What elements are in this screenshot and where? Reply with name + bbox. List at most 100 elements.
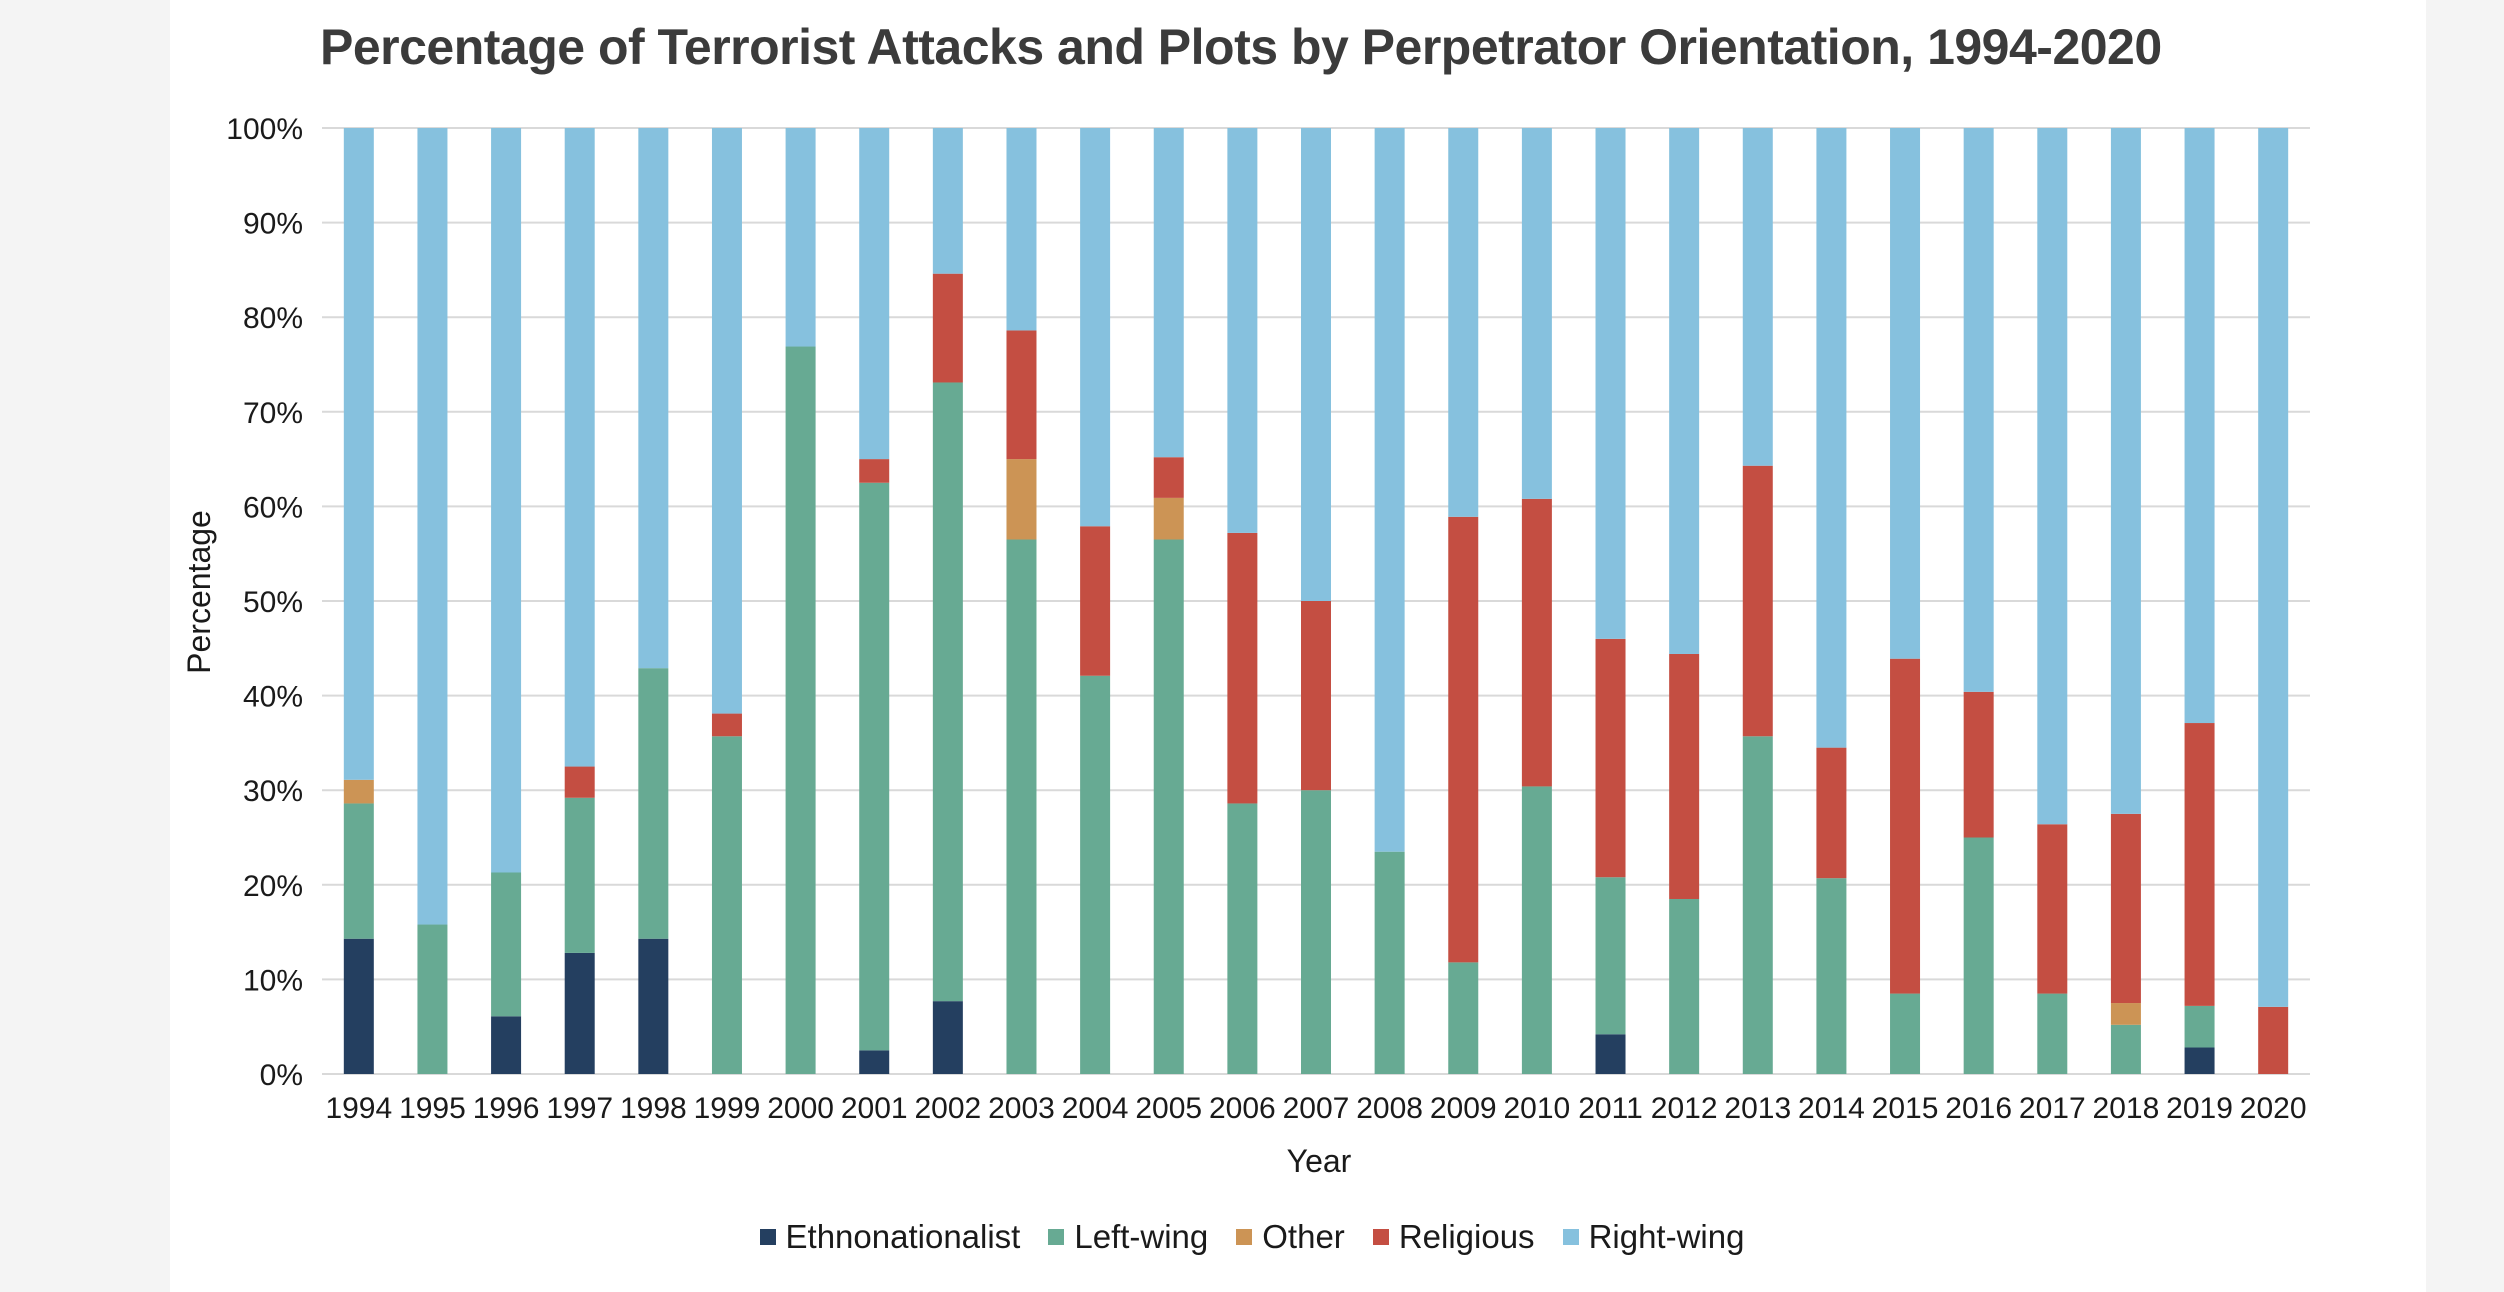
bar-segment-religious-2004 [1080, 526, 1111, 676]
bar-segment-ethnonationalist-1996 [491, 1016, 522, 1074]
bar-segment-right-wing-2006 [1227, 128, 1258, 533]
x-tick-label: 2000 [767, 1092, 834, 1125]
y-tick-label: 100% [226, 113, 303, 146]
x-tick-label: 2009 [1430, 1092, 1497, 1125]
bar-segment-other-1994 [343, 779, 374, 804]
bar-segment-left-wing-2014 [1816, 878, 1847, 1074]
bar-segment-religious-2011 [1595, 638, 1626, 878]
bar-segment-left-wing-2001 [859, 482, 890, 1051]
bars [343, 128, 2289, 1074]
legend-swatch [1562, 1229, 1579, 1245]
x-tick-label: 2019 [2166, 1092, 2233, 1125]
x-tick-label: 2017 [2019, 1092, 2086, 1125]
y-tick-label: 80% [243, 302, 303, 335]
bar-segment-right-wing-2015 [1890, 128, 1921, 659]
y-tick-label: 30% [243, 775, 303, 808]
bar-segment-right-wing-1994 [343, 128, 374, 780]
bar-segment-religious-2020 [2258, 1006, 2289, 1074]
bar-segment-right-wing-1996 [491, 128, 522, 873]
bar-segment-ethnonationalist-1997 [564, 952, 595, 1074]
bar-segment-religious-2014 [1816, 747, 1847, 879]
bar-segment-religious-2001 [859, 459, 890, 483]
bar-segment-other-2003 [1006, 459, 1037, 540]
x-tick-label: 2002 [914, 1092, 981, 1125]
bar-segment-ethnonationalist-2002 [932, 1001, 963, 1074]
y-tick-label: 20% [243, 870, 303, 903]
y-tick-label: 0% [260, 1059, 303, 1092]
y-tick-label: 90% [243, 208, 303, 241]
legend-item-other: Other [1236, 1218, 1345, 1256]
x-axis-label: Year [1287, 1143, 1352, 1179]
bar-segment-left-wing-1994 [343, 803, 374, 939]
bar-segment-right-wing-2020 [2258, 128, 2289, 1007]
x-tick-label: 2006 [1209, 1092, 1276, 1125]
bar-segment-right-wing-2008 [1374, 128, 1405, 852]
bar-segment-right-wing-1999 [711, 128, 742, 714]
bar-segment-left-wing-1999 [711, 736, 742, 1074]
bar-segment-religious-2016 [1963, 691, 1994, 838]
bar-segment-right-wing-2004 [1080, 128, 1111, 527]
y-tick-label: 60% [243, 491, 303, 524]
bar-segment-right-wing-2012 [1669, 128, 1700, 654]
x-tick-label: 2016 [1945, 1092, 2012, 1125]
bar-segment-left-wing-2016 [1963, 837, 1994, 1074]
bar-segment-religious-2002 [932, 273, 963, 383]
x-tick-label: 2012 [1651, 1092, 1718, 1125]
y-tick-label: 10% [243, 964, 303, 997]
y-tick-label: 40% [243, 681, 303, 714]
legend-item-right-wing: Right-wing [1562, 1218, 1745, 1256]
bar-segment-left-wing-2004 [1080, 675, 1111, 1074]
y-axis-ticks: 0% 10% 20% 30% 40% 50% 60% 70% 80% 90% 100% [226, 113, 303, 1092]
x-tick-label: 2007 [1283, 1092, 1350, 1125]
bar-segment-left-wing-2008 [1374, 851, 1405, 1074]
bar-segment-right-wing-2013 [1742, 128, 1773, 466]
bar-segment-left-wing-2018 [2110, 1024, 2141, 1074]
legend-swatch [1372, 1229, 1389, 1245]
bar-segment-religious-2017 [2037, 824, 2068, 994]
legend-label: Left-wing [1074, 1218, 1209, 1255]
bar-segment-right-wing-2018 [2110, 128, 2141, 814]
bar-segment-right-wing-2016 [1963, 128, 1994, 692]
chart-title: Percentage of Terrorist Attacks and Plot… [320, 19, 2162, 75]
bar-segment-left-wing-2019 [2184, 1005, 2215, 1048]
bar-segment-right-wing-2009 [1448, 128, 1479, 517]
x-tick-label: 1995 [399, 1092, 466, 1125]
bar-segment-right-wing-2007 [1301, 128, 1331, 601]
bar-segment-right-wing-2005 [1153, 128, 1184, 458]
bar-segment-religious-2018 [2110, 813, 2141, 1004]
bar-segment-religious-2012 [1669, 653, 1700, 899]
x-tick-label: 1997 [546, 1092, 613, 1125]
bar-segment-religious-2013 [1742, 465, 1773, 737]
bar-segment-right-wing-1995 [417, 128, 448, 925]
legend-item-left-wing: Left-wing [1048, 1218, 1208, 1256]
bar-segment-left-wing-2007 [1301, 790, 1331, 1074]
x-tick-label: 2010 [1504, 1092, 1571, 1125]
legend-swatch [1048, 1229, 1065, 1245]
legend-item-ethnonationalist: Ethnonationalist [759, 1218, 1020, 1256]
bar-segment-right-wing-1997 [564, 128, 595, 767]
legend: Ethnonationalist Left-wing Other Religious R… [0, 1218, 2504, 1256]
bar-segment-right-wing-2019 [2184, 128, 2215, 724]
bar-segment-right-wing-2017 [2037, 128, 2068, 825]
x-tick-label: 2001 [841, 1092, 908, 1125]
bar-segment-left-wing-1998 [638, 668, 669, 939]
x-axis-ticks: 1994 1995 1996 1997 1998 1999 2000 2001 2002 2003… [325, 1092, 2306, 1125]
bar-segment-religious-2009 [1448, 516, 1479, 963]
x-tick-label: 2018 [2093, 1092, 2160, 1125]
bar-segment-ethnonationalist-1994 [343, 938, 374, 1074]
legend-label: Right-wing [1588, 1218, 1745, 1255]
x-tick-label: 1998 [620, 1092, 687, 1125]
bar-segment-right-wing-2001 [859, 128, 890, 460]
bar-segment-left-wing-2002 [932, 382, 963, 1002]
x-tick-label: 2004 [1062, 1092, 1129, 1125]
bar-segment-left-wing-2013 [1742, 736, 1773, 1074]
bar-segment-left-wing-2011 [1595, 877, 1626, 1035]
bar-segment-left-wing-2012 [1669, 898, 1700, 1074]
legend-label: Religious [1398, 1218, 1535, 1255]
bar-segment-left-wing-2017 [2037, 993, 2068, 1074]
bar-segment-left-wing-1996 [491, 872, 522, 1017]
bar-segment-right-wing-2002 [932, 128, 963, 274]
x-tick-label: 2008 [1356, 1092, 1423, 1125]
